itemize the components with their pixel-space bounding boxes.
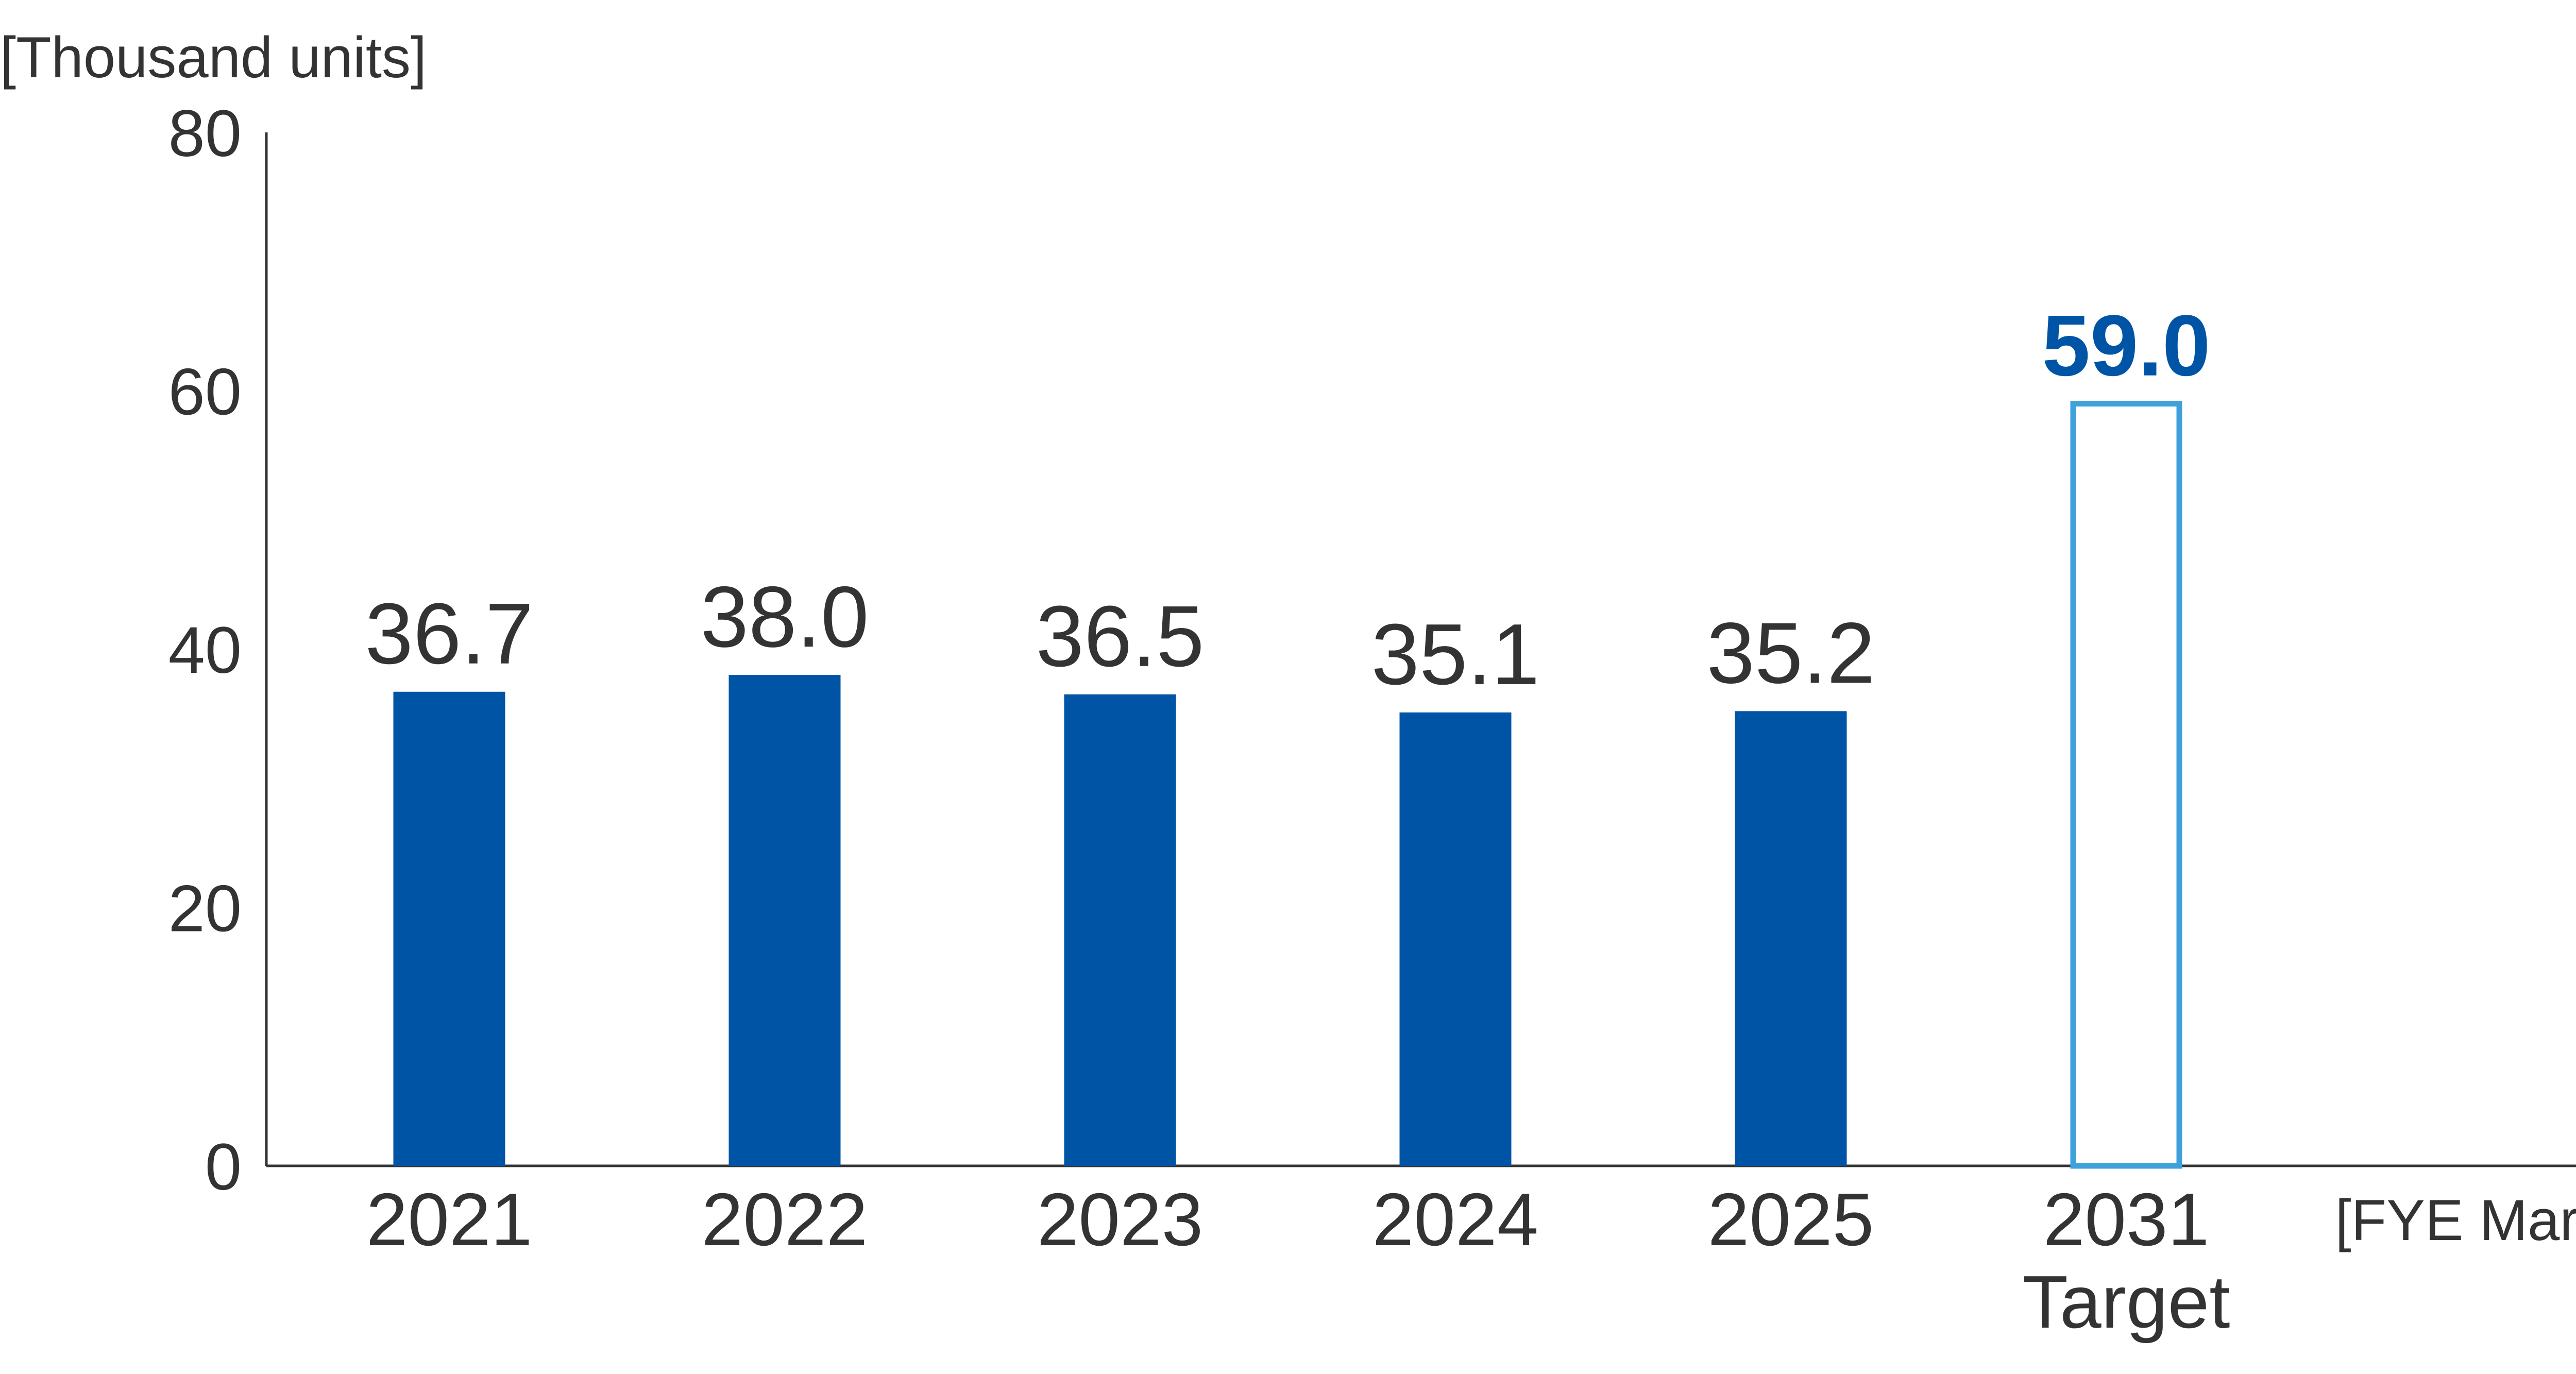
data-label: 36.5 [1036,588,1205,685]
y-tick-label: 0 [205,1130,242,1204]
y-tick-label: 60 [168,355,242,429]
y-tick-label: 20 [168,872,242,946]
y-tick-label: 40 [168,614,242,687]
x-tick-sublabel: Target [2023,1260,2230,1344]
data-label: 59.0 [2042,297,2211,394]
x-tick-label: 2022 [702,1178,868,1261]
x-tick-label: 2025 [1708,1178,1874,1261]
x-tick-label: 2021 [366,1178,533,1261]
y-axis-unit-label: [Thousand units] [0,25,427,90]
x-tick-label: 2031 [2043,1178,2210,1261]
bar [728,675,841,1166]
bar [393,691,505,1166]
x-tick-label: 2024 [1372,1178,1539,1261]
bar [1064,694,1176,1166]
bars [393,401,2182,1169]
bar [1399,712,1512,1166]
x-tick-label: 2023 [1037,1178,1204,1261]
data-label: 38.0 [701,568,869,665]
data-label: 36.7 [365,585,534,682]
value-labels: 36.7 38.0 36.5 35.1 35.2 59.0 [365,297,2211,703]
y-axis-ticks: 0 20 40 60 80 [168,97,242,1204]
bar [1735,711,1847,1166]
y-tick-label: 80 [168,97,242,171]
x-axis-unit-label: [FYE March] [2335,1188,2576,1252]
data-label: 35.2 [1707,604,1875,701]
bar-target [2070,401,2182,1169]
data-label: 35.1 [1371,606,1540,703]
